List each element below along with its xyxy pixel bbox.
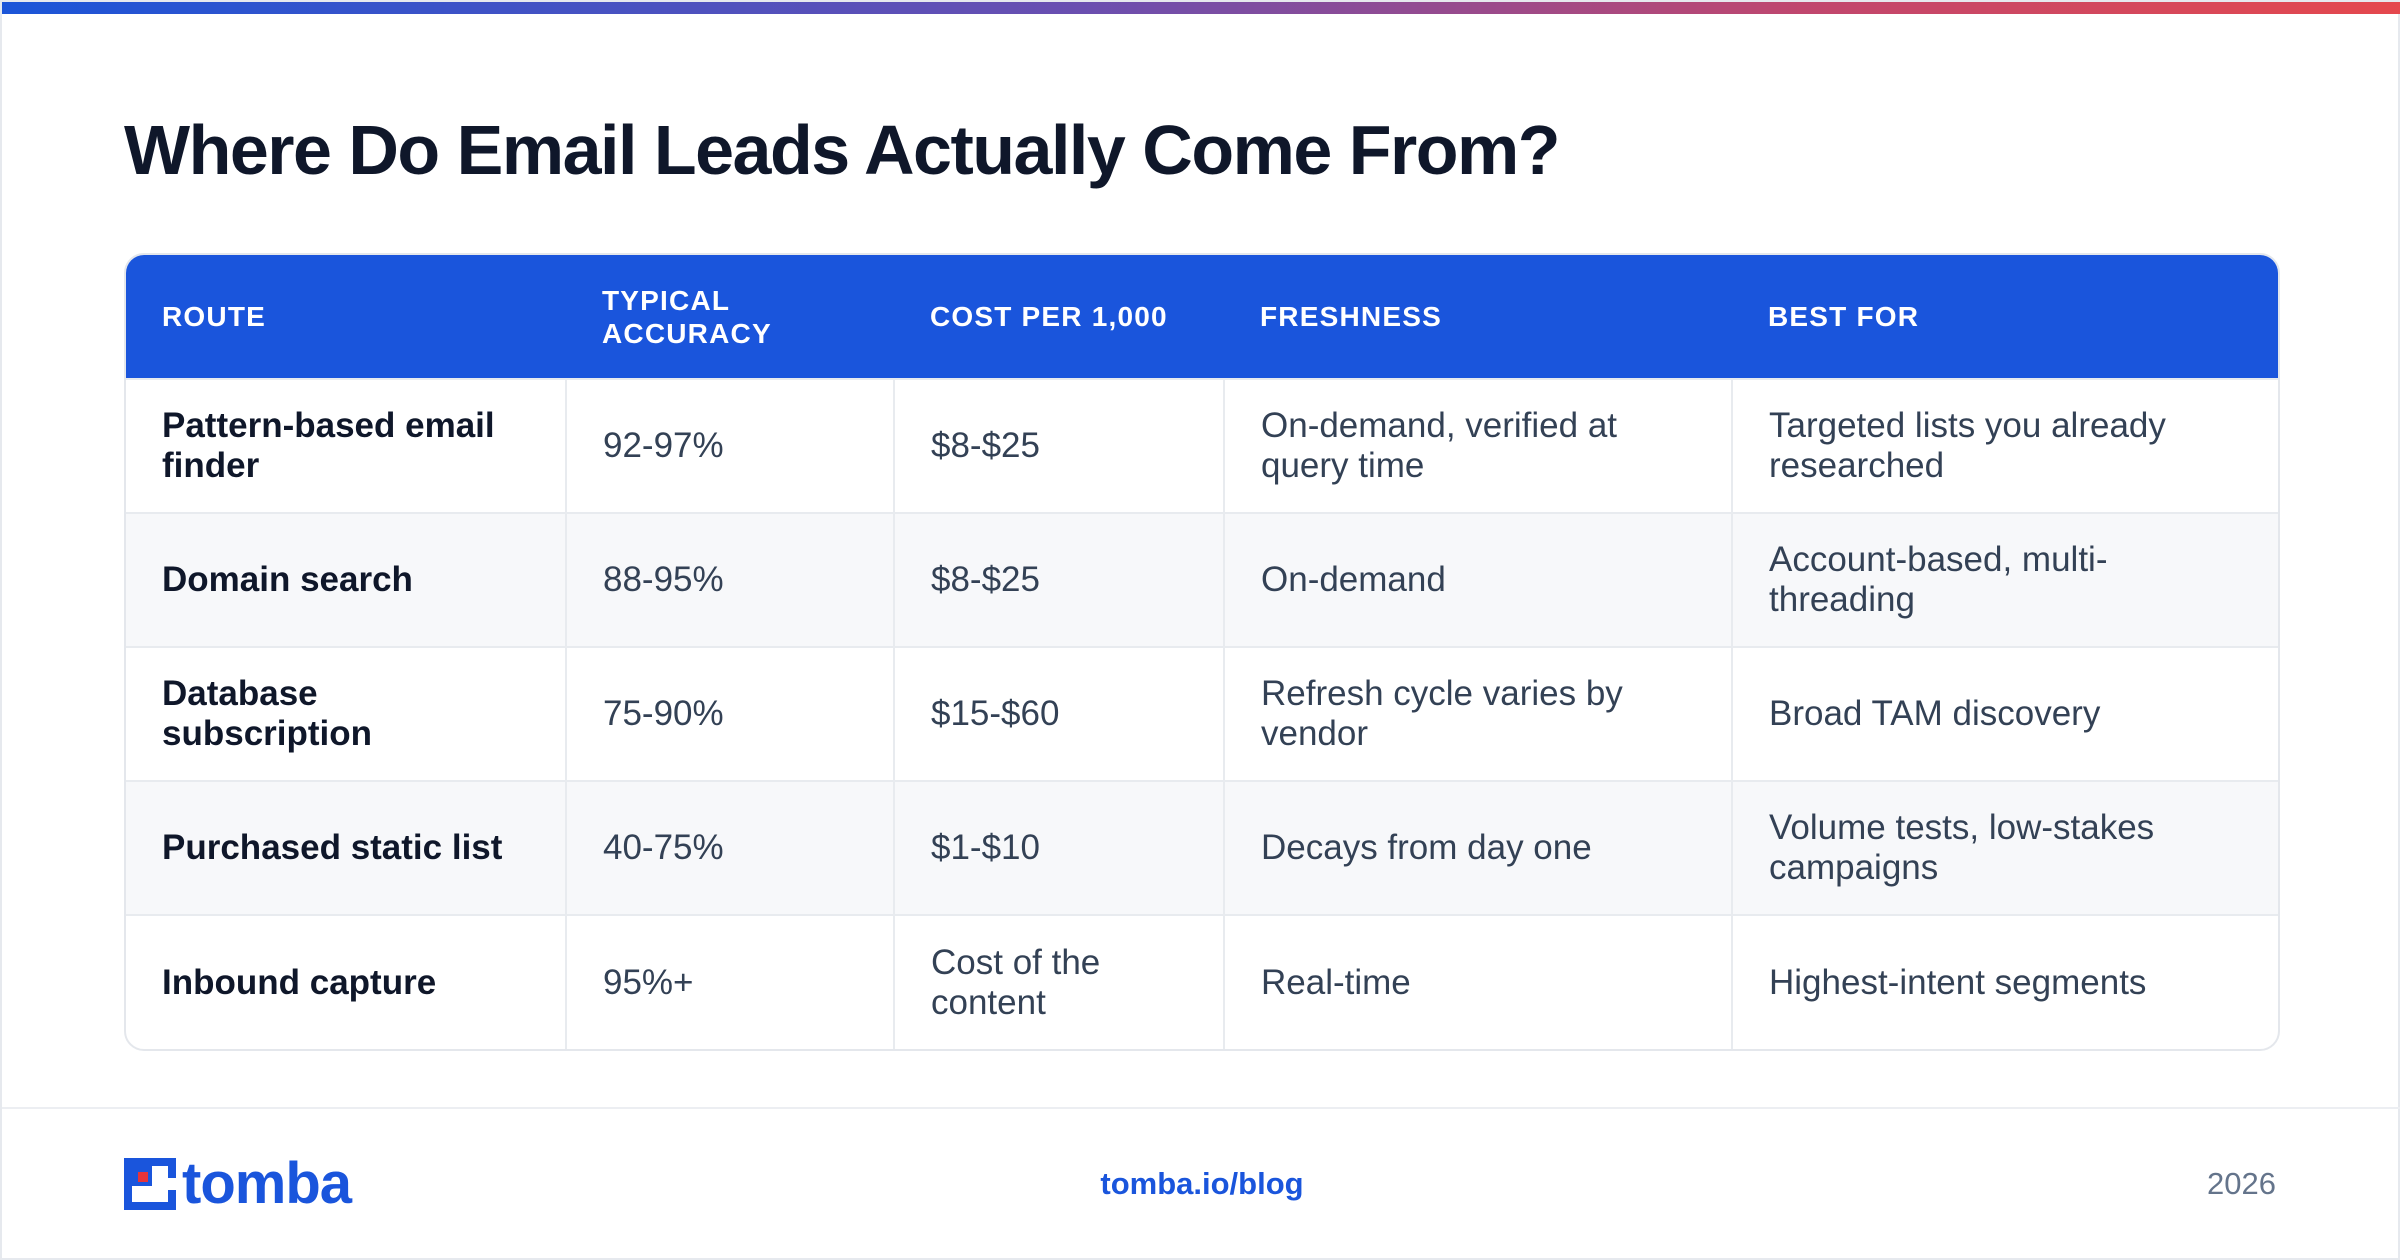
best-for-cell: Broad TAM discovery bbox=[1731, 647, 2278, 781]
accuracy-cell: 95%+ bbox=[565, 915, 894, 1049]
freshness-cell: On-demand, verified at query time bbox=[1223, 379, 1732, 513]
route-cell: Domain search bbox=[162, 560, 413, 599]
comparison-table: ROUTE TYPICAL ACCURACY COST PER 1,000 FR… bbox=[124, 253, 2280, 1051]
tomba-logo[interactable]: tomba bbox=[124, 1151, 352, 1216]
table-row: Domain search 88-95% $8-$25 On-demand Ac… bbox=[126, 513, 2278, 647]
route-cell: Inbound capture bbox=[162, 962, 437, 1002]
cost-cell: $8-$25 bbox=[893, 513, 1224, 647]
table-row: Inbound capture 95%+ Cost of the content… bbox=[126, 915, 2278, 1049]
accuracy-cell: 88-95% bbox=[565, 513, 894, 647]
footer-year: 2026 bbox=[2207, 1166, 2276, 1201]
freshness-cell: Refresh cycle varies by vendor bbox=[1223, 647, 1732, 781]
column-header-freshness: FRESHNESS bbox=[1260, 301, 1442, 332]
best-for-cell: Account-based, multi-threading bbox=[1731, 513, 2278, 647]
table-row: Purchased static list 40-75% $1-$10 Deca… bbox=[126, 781, 2278, 915]
page-title: Where Do Email Leads Actually Come From? bbox=[124, 111, 1560, 189]
tomba-logo-text: tomba bbox=[182, 1151, 352, 1216]
column-header-best-for: BEST FOR bbox=[1768, 301, 1920, 332]
accuracy-cell: 75-90% bbox=[565, 647, 894, 781]
best-for-cell: Volume tests, low-stakes campaigns bbox=[1731, 781, 2278, 915]
gradient-top-bar bbox=[2, 2, 2400, 14]
blog-link[interactable]: tomba.io/blog bbox=[1100, 1166, 1304, 1201]
table-row: Database subscription 75-90% $15-$60 Ref… bbox=[126, 647, 2278, 781]
accuracy-cell: 40-75% bbox=[565, 781, 894, 915]
route-cell: Pattern-based email finder bbox=[162, 406, 495, 485]
column-header-typical-accuracy: TYPICAL ACCURACY bbox=[602, 284, 772, 349]
footer-divider bbox=[2, 1107, 2400, 1109]
best-for-cell: Highest-intent segments bbox=[1731, 915, 2278, 1049]
table-row: Pattern-based email finder 92-97% $8-$25… bbox=[126, 379, 2278, 513]
cost-cell: $15-$60 bbox=[893, 647, 1224, 781]
best-for-cell: Targeted lists you already researched bbox=[1731, 379, 2278, 513]
tomba-logo-icon bbox=[124, 1158, 176, 1210]
freshness-cell: Decays from day one bbox=[1223, 781, 1732, 915]
accuracy-cell: 92-97% bbox=[565, 379, 894, 513]
column-header-route: ROUTE bbox=[162, 301, 266, 332]
cost-cell: $1-$10 bbox=[893, 781, 1224, 915]
cost-cell: Cost of the content bbox=[893, 915, 1224, 1049]
freshness-cell: Real-time bbox=[1223, 915, 1732, 1049]
column-header-cost-per-1000: COST PER 1,000 bbox=[930, 301, 1168, 332]
route-cell: Purchased static list bbox=[162, 828, 503, 867]
freshness-cell: On-demand bbox=[1223, 513, 1732, 647]
route-cell: Database subscription bbox=[162, 674, 373, 753]
table-header-row: ROUTE TYPICAL ACCURACY COST PER 1,000 FR… bbox=[126, 255, 2278, 379]
cost-cell: $8-$25 bbox=[893, 379, 1224, 513]
